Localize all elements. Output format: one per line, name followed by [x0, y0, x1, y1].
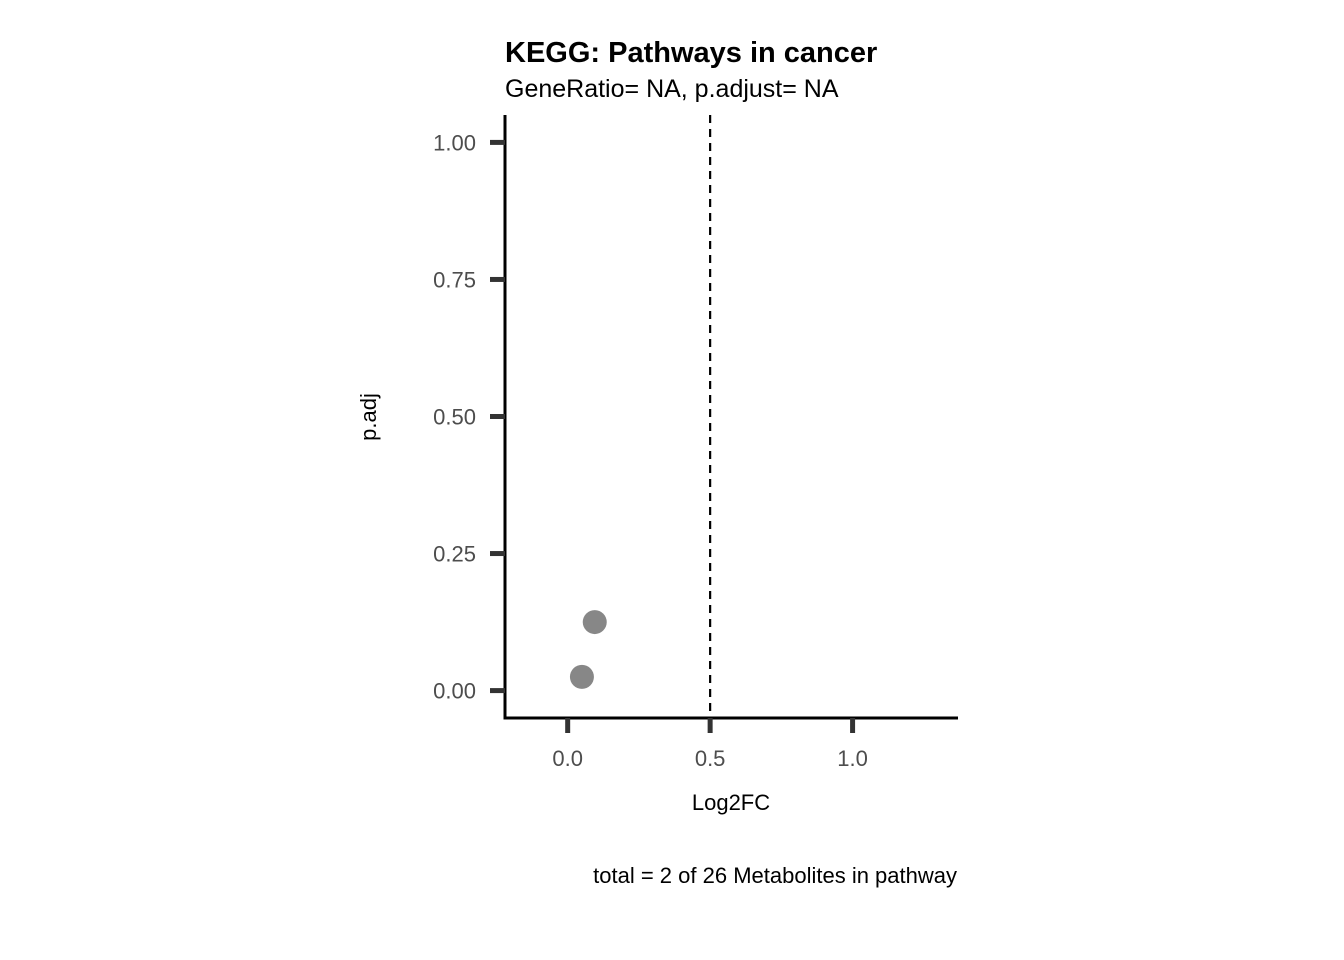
y-tick-label: 0.00 — [433, 679, 476, 704]
y-tick-label: 1.00 — [433, 130, 476, 155]
chart-subtitle: GeneRatio= NA, p.adjust= NA — [505, 75, 839, 103]
y-tick-label: 0.25 — [433, 542, 476, 567]
y-tick-label: 0.50 — [433, 405, 476, 430]
chart-caption: total = 2 of 26 Metabolites in pathway — [593, 863, 957, 888]
chart-title: KEGG: Pathways in cancer — [505, 37, 877, 69]
x-axis-title: Log2FC — [692, 790, 770, 815]
chart-marks: 0.00 0.25 0.50 0.75 1.00 0.0 0.5 1.0 — [433, 115, 958, 771]
data-point — [569, 664, 594, 689]
x-tick-label: 0.5 — [695, 746, 726, 771]
x-tick-label: 1.0 — [837, 746, 868, 771]
y-tick-label: 0.75 — [433, 267, 476, 292]
x-tick-label: 0.0 — [552, 746, 583, 771]
y-axis-title: p.adj — [356, 393, 381, 441]
data-point — [582, 610, 607, 635]
